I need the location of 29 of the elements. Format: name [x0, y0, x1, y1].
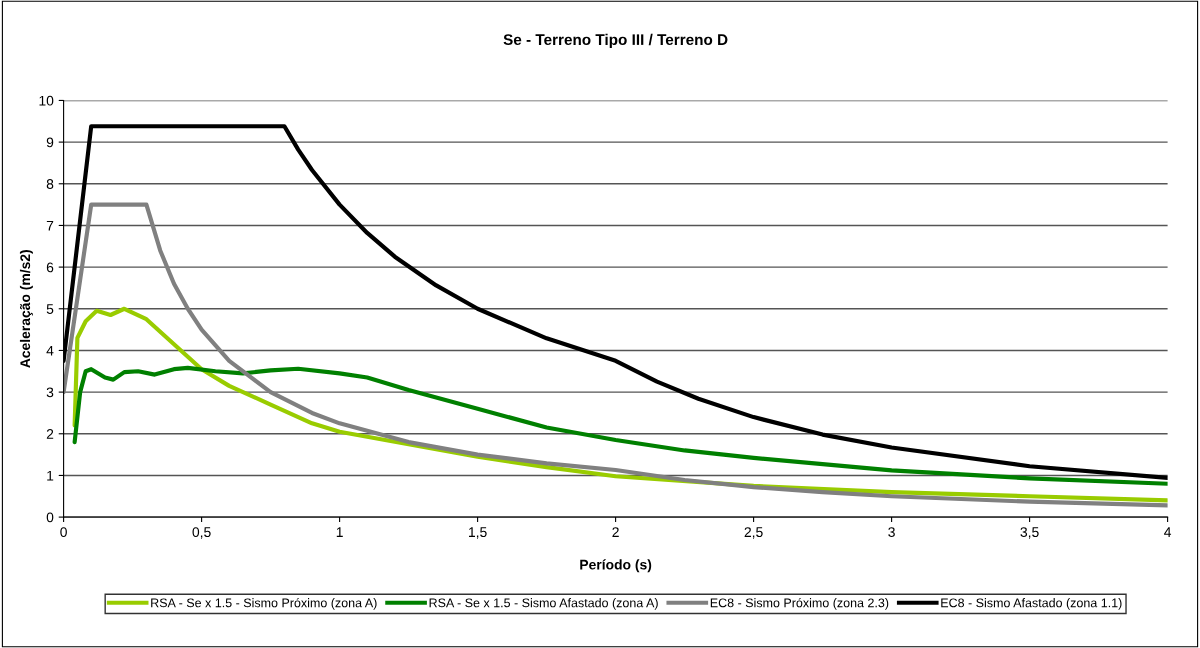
legend-label: EC8 - Sismo Próximo (zona 2.3): [710, 597, 889, 610]
legend-label: RSA - Se x 1.5 - Sismo Próximo (zona A): [151, 597, 377, 610]
line-series: [63, 202, 1168, 508]
y-tick-label: 6: [46, 262, 54, 273]
line-series: [72, 365, 1168, 486]
y-tick-label: 5: [46, 304, 54, 314]
x-tick-label: 4: [1164, 527, 1172, 537]
x-tick-label: 0: [60, 527, 67, 538]
y-tick-label: 4: [46, 345, 54, 356]
x-tick-label: 0,5: [192, 527, 211, 539]
y-axis-title: Aceleração (m/s2): [19, 250, 33, 368]
x-tick-label: 1: [336, 527, 343, 537]
y-tick-label: 8: [46, 179, 54, 189]
y-tick-label: 7: [46, 220, 54, 231]
legend-label: RSA - Se x 1.5 - Sismo Afastado (zona A): [429, 598, 658, 610]
x-axis-title: Período (s): [580, 559, 652, 573]
y-tick-label: 9: [46, 137, 54, 148]
x-tick-label: 3,5: [1020, 527, 1039, 539]
y-tick-label: 2: [46, 429, 54, 439]
y-tick-label: 1: [47, 470, 54, 481]
x-tick-label: 2: [612, 527, 619, 537]
y-tick-label: 0: [46, 512, 54, 523]
x-tick-label: 2,5: [744, 527, 763, 539]
x-tick-label: 1,5: [469, 527, 487, 539]
y-tick-label: 10: [39, 95, 54, 106]
chart-title: Se - Terreno Tipo III / Terreno D: [503, 33, 728, 49]
legend-label: EC8 - Sismo Afastado (zona 1.1): [941, 598, 1122, 610]
x-tick-label: 3: [888, 527, 895, 538]
y-tick-label: 3: [46, 387, 54, 398]
